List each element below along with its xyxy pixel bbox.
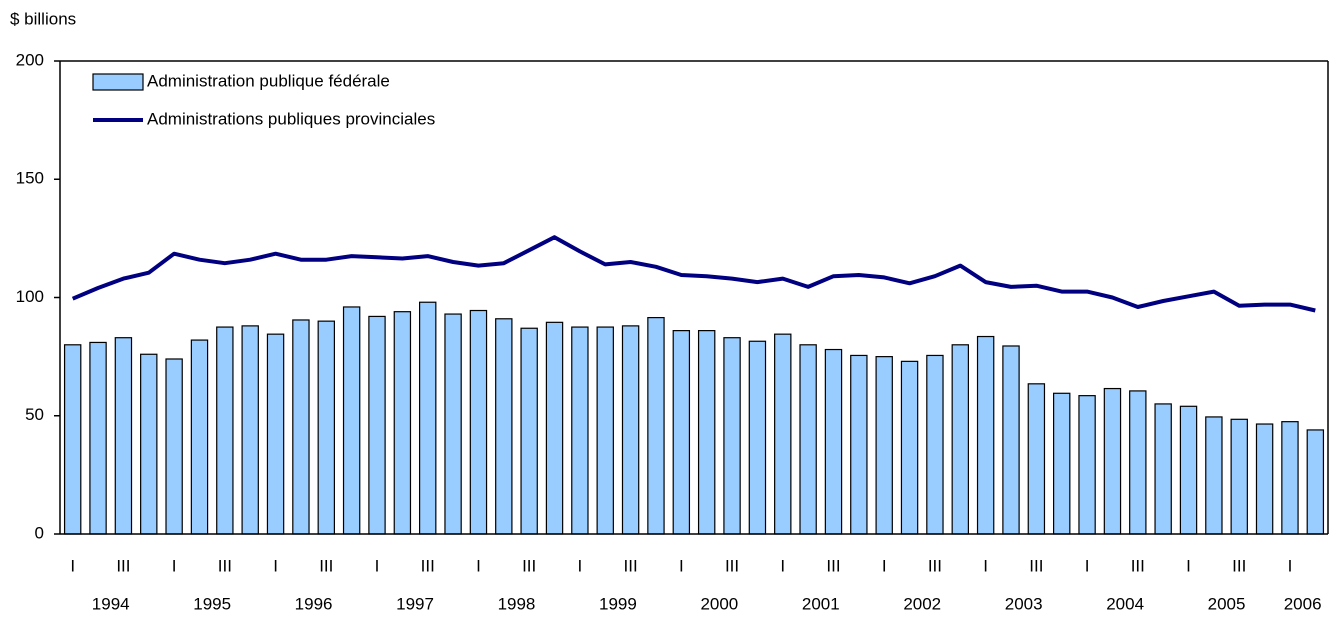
bar [799,344,817,535]
year-label: 1994 [92,594,130,613]
x-tick-label: I [1186,556,1191,575]
bar [723,337,741,535]
bar [1078,395,1096,535]
bar [1230,418,1248,535]
year-label: 2004 [1106,594,1144,613]
bar [368,315,386,535]
bar [292,319,310,535]
bar [976,335,995,535]
x-tick-label: I [578,556,583,575]
x-tick-label: III [826,556,840,575]
bar [114,337,133,535]
x-tick-label: III [725,556,739,575]
bar [495,318,513,535]
x-tick-label: III [624,556,638,575]
bar [748,340,767,535]
legend-label: Administration publique fédérale [147,71,390,90]
x-tick-label: III [319,556,333,575]
bar [419,301,437,535]
y-tick-label: 100 [16,287,44,306]
bar [393,311,412,535]
year-label: 2000 [700,594,738,613]
x-tick-label: III [1232,556,1246,575]
x-tick-label: I [375,556,380,575]
bar [824,348,843,535]
year-label: 1999 [599,594,637,613]
x-tick-label: III [218,556,232,575]
year-label: 1997 [396,594,434,613]
bar [1027,383,1046,535]
x-tick-label: I [1288,556,1293,575]
x-tick-label: III [522,556,536,575]
x-tick-label: III [928,556,942,575]
x-tick-label: III [421,556,435,575]
x-tick-label: III [1029,556,1043,575]
bar [165,358,183,535]
bar [63,344,82,535]
x-tick-label: I [679,556,684,575]
year-label: 1998 [498,594,536,613]
bar [216,326,234,535]
bar [1002,345,1020,535]
x-tick-label: I [1085,556,1090,575]
year-label: 2002 [903,594,941,613]
bar [469,309,488,535]
bar [317,320,335,535]
year-label: 1996 [295,594,333,613]
year-label: 2006 [1284,594,1322,613]
bar [140,353,158,535]
x-tick-label: III [116,556,130,575]
bar [444,313,462,535]
bar [241,325,259,535]
y-axis-label: $ billions [10,9,76,28]
line [71,235,1316,313]
legend-label: Administrations publiques provinciales [147,109,435,128]
bar [266,333,285,535]
bar [1306,429,1325,535]
bar [774,333,792,535]
x-tick-label: I [882,556,887,575]
x-tick-label: I [780,556,785,575]
bar [951,344,969,535]
year-label: 2005 [1208,594,1246,613]
y-tick-label: 150 [16,169,44,188]
x-tick-label: I [273,556,278,575]
bar [850,354,868,535]
bar [1053,392,1071,535]
bar [697,330,716,535]
bar [926,354,944,535]
y-tick-label: 0 [35,523,44,542]
bar [672,330,691,535]
bar [545,321,564,535]
bar [89,341,107,535]
x-tick-label: III [1131,556,1145,575]
bar [1179,405,1198,535]
bar [621,325,640,535]
bar [1129,390,1147,535]
x-tick-label: I [983,556,988,575]
legend-swatch [92,73,144,91]
x-tick-label: I [172,556,177,575]
bar [1281,421,1299,535]
bar [900,360,919,535]
bar [520,327,538,535]
bar [596,326,614,535]
year-label: 1995 [193,594,231,613]
bar [1103,387,1122,535]
year-label: 2003 [1005,594,1043,613]
bar [1255,423,1274,535]
bar [342,306,361,535]
year-label: 2001 [802,594,840,613]
bar [1205,416,1223,535]
bar [875,356,893,535]
bar [1154,403,1172,535]
bar [190,339,209,535]
x-tick-label: I [476,556,481,575]
bar [571,326,589,535]
y-tick-label: 200 [16,50,44,69]
bar [647,317,665,535]
y-tick-label: 50 [25,405,44,424]
x-tick-label: I [70,556,75,575]
